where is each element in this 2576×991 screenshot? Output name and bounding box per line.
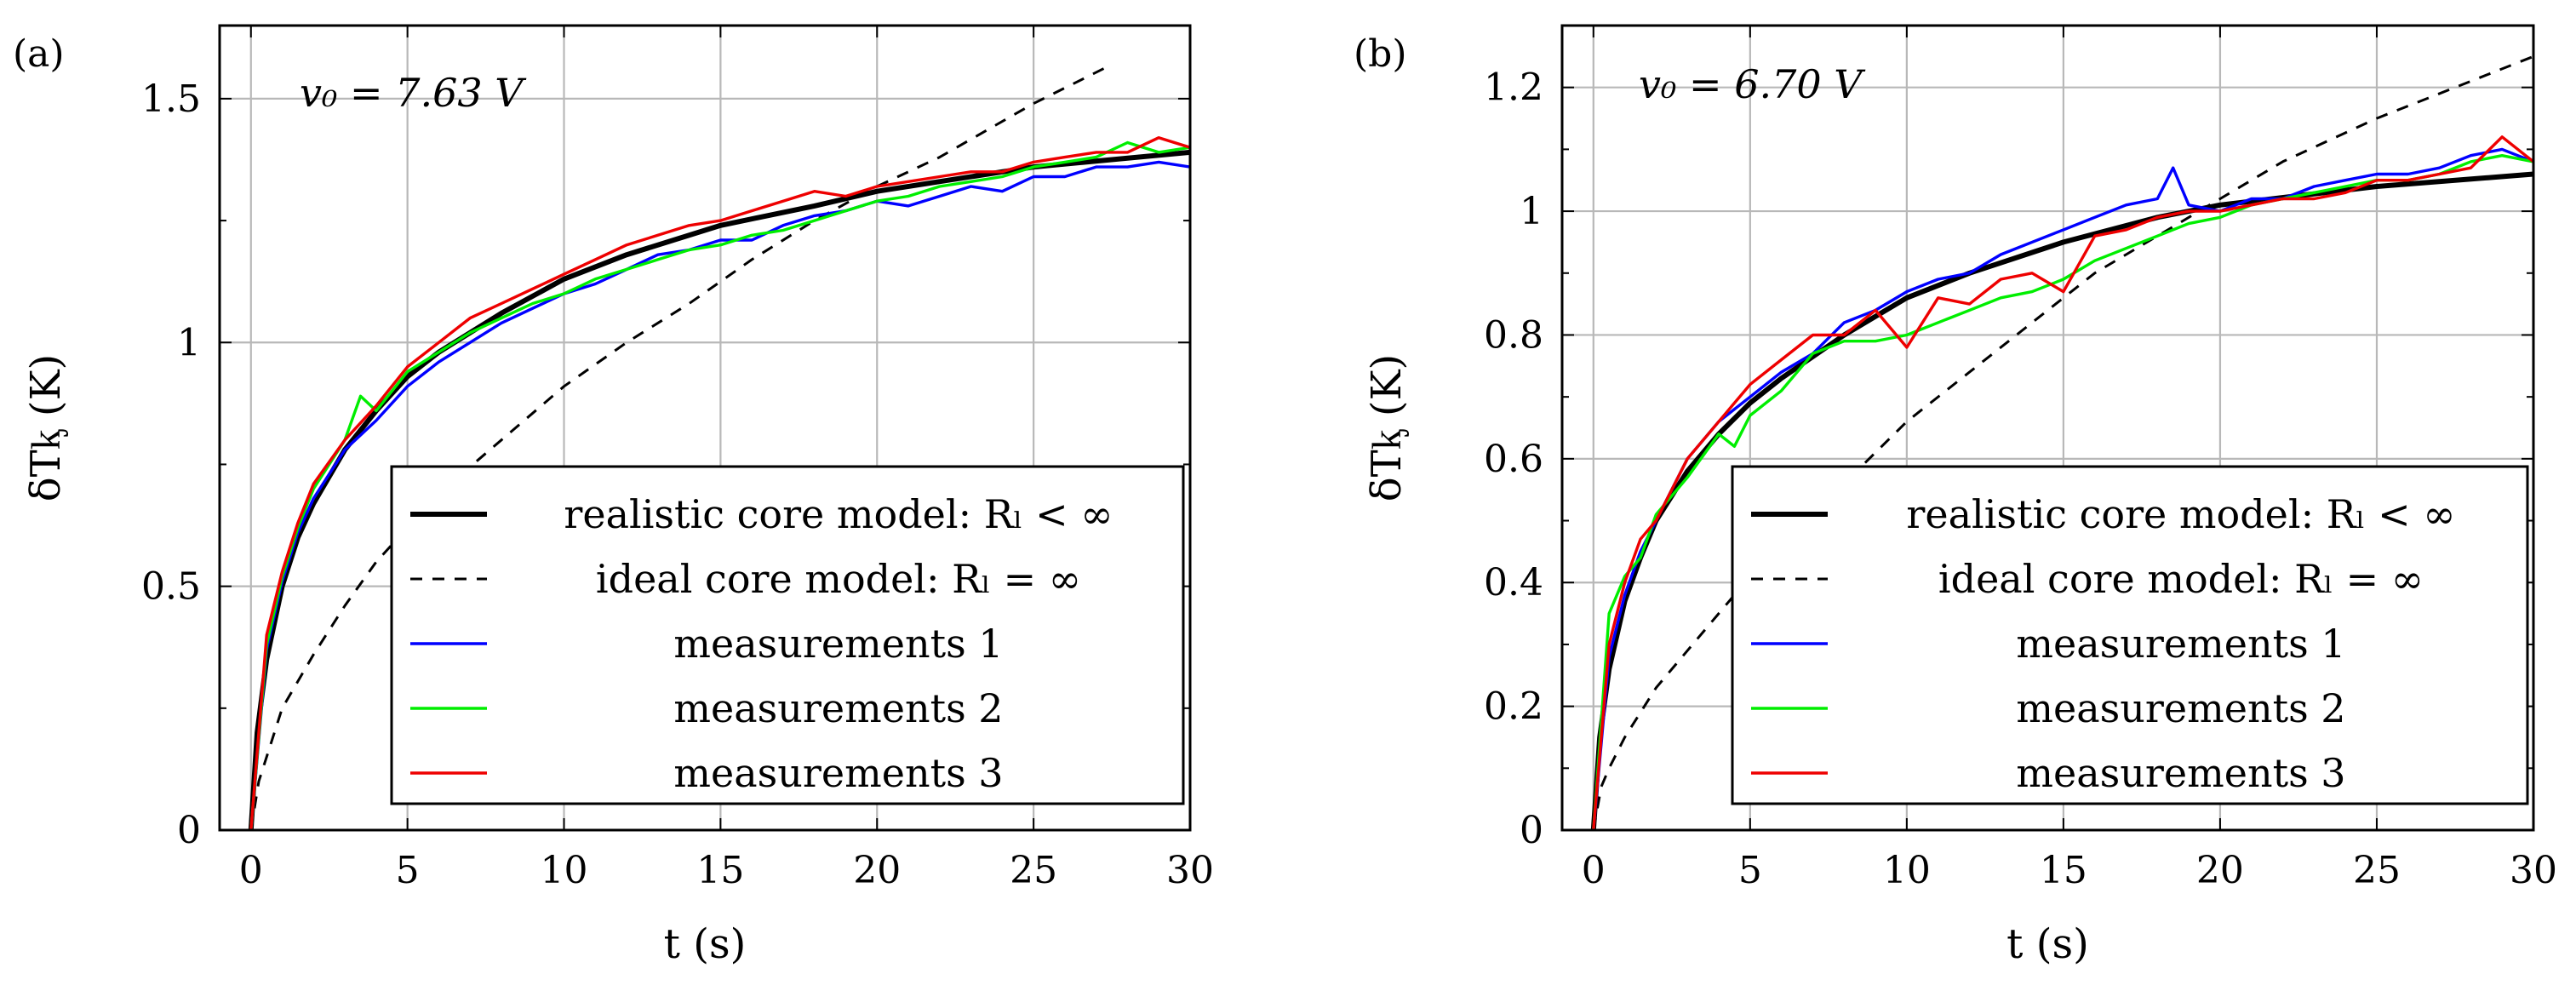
series-group: [248, 63, 1191, 831]
series-line-measurements-2: [249, 140, 1191, 831]
legend-label: measurements 2: [2016, 685, 2345, 731]
x-tick-label: 0: [1582, 849, 1606, 892]
series-line-ideal-core-model: [249, 63, 1113, 831]
voltage-annotation: v₀ = 7.63 V: [300, 70, 527, 116]
x-tick-label: 20: [853, 849, 901, 892]
y-tick-label: 0.8: [1484, 313, 1543, 357]
legend-label: measurements 1: [673, 621, 1003, 667]
legend-label: ideal core model: Rₗ = ∞: [1938, 556, 2424, 602]
x-tick-label: 20: [2196, 849, 2244, 892]
plot-frame: [1560, 24, 2535, 832]
plot-frame: [218, 24, 1192, 832]
y-tick-label: 0: [177, 809, 201, 852]
y-tick-label: 0.6: [1484, 438, 1543, 481]
x-tick-label: 5: [1738, 849, 1762, 892]
y-tick-label: 1.2: [1484, 66, 1543, 110]
voltage-annotation: v₀ = 6.70 V: [1639, 61, 1866, 107]
series-group: [1590, 54, 2535, 831]
y-tick-label: 1: [177, 321, 201, 364]
legend-label: measurements 1: [2016, 621, 2345, 667]
legend-label: measurements 2: [673, 685, 1003, 731]
legend-label: measurements 3: [2016, 750, 2345, 796]
y-tick-label: 0.2: [1484, 685, 1543, 729]
y-tick-label: 1: [1520, 190, 1543, 233]
legend: realistic core model: Rₗ < ∞ ideal core m…: [390, 465, 1185, 805]
y-tick-label: 0.5: [141, 565, 201, 609]
panel-b: 0 5 10 15 20 25 30 0 0.2 0.4 0.6 0.8 1 1.2 realistic c…: [1354, 24, 2557, 968]
x-tick-label: 25: [2353, 849, 2401, 892]
x-tick-label: 15: [696, 849, 744, 892]
x-tick-label: 15: [2040, 849, 2087, 892]
legend: realistic core model: Rₗ < ∞ ideal core m…: [1731, 465, 2529, 805]
legend-label: realistic core model: Rₗ < ∞: [564, 491, 1113, 537]
x-axis-label: t (s): [2006, 920, 2089, 968]
y-tick-label: 0: [1520, 809, 1543, 852]
legend-box: [1731, 465, 2529, 805]
x-axis-label: t (s): [664, 920, 747, 968]
y-axis-label: δTᶄ (K): [1363, 354, 1411, 501]
series-line-measurements-2: [1592, 153, 2534, 831]
x-tick-label: 30: [2510, 849, 2557, 892]
x-tick-label: 10: [541, 849, 588, 892]
x-tick-label: 5: [396, 849, 420, 892]
legend-box: [390, 465, 1185, 805]
x-tick-label: 25: [1010, 849, 1057, 892]
x-tick-label: 10: [1883, 849, 1931, 892]
series-line-measurements-3: [249, 135, 1191, 831]
y-axis-label: δTᶄ (K): [22, 354, 70, 501]
legend-label: realistic core model: Rₗ < ∞: [1906, 491, 2455, 537]
legend-label: measurements 3: [673, 750, 1003, 796]
series-line-measurements-3: [1592, 135, 2535, 831]
x-tick-label: 0: [239, 849, 263, 892]
x-tick-label: 30: [1166, 849, 1214, 892]
y-tick-label: 0.4: [1484, 561, 1543, 604]
y-tick-label: 1.5: [141, 77, 201, 121]
panel-label: (b): [1354, 32, 1407, 76]
panel-label: (a): [13, 32, 65, 76]
panel-a: 0 5 10 15 20 25 30 0 0.5 1 1.5 realistic core model…: [13, 24, 1214, 968]
legend-label: ideal core model: Rₗ = ∞: [596, 556, 1081, 602]
